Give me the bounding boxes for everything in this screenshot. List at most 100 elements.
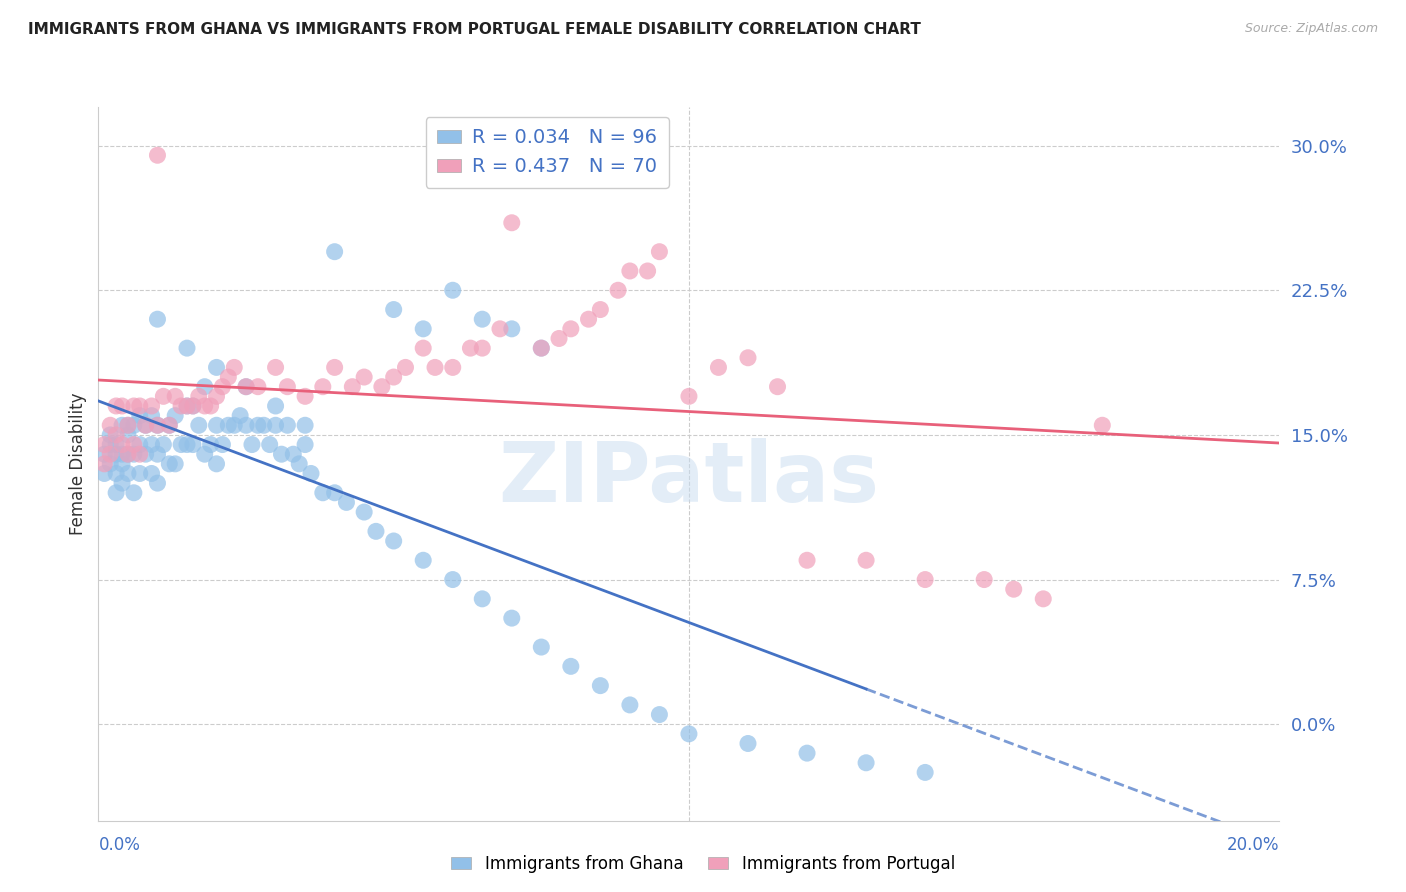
Point [323,485,346,500]
Point [111,399,134,413]
Point [240,437,263,451]
Point [117,467,139,481]
Point [412,553,434,567]
Point [128,409,150,423]
Point [98,418,121,433]
Point [283,447,305,461]
Point [117,447,139,461]
Point [93,447,115,461]
Point [1091,418,1114,433]
Point [353,505,375,519]
Point [1002,582,1025,597]
Point [342,380,364,394]
Point [589,679,612,693]
Point [235,380,257,394]
Point [93,467,115,481]
Point [678,389,700,403]
Point [187,418,209,433]
Point [122,447,145,461]
Point [141,409,163,423]
Point [530,341,553,355]
Point [205,360,228,375]
Point [135,418,157,433]
Point [619,264,641,278]
Text: IMMIGRANTS FROM GHANA VS IMMIGRANTS FROM PORTUGAL FEMALE DISABILITY CORRELATION : IMMIGRANTS FROM GHANA VS IMMIGRANTS FROM… [28,22,921,37]
Legend: R = 0.034   N = 96, R = 0.437   N = 70: R = 0.034 N = 96, R = 0.437 N = 70 [426,117,669,188]
Point [578,312,600,326]
Point [93,437,115,451]
Point [117,447,139,461]
Point [111,447,134,461]
Point [259,437,281,451]
Point [1032,591,1054,606]
Point [105,428,128,442]
Point [128,399,150,413]
Point [194,380,217,394]
Point [855,553,877,567]
Point [122,485,145,500]
Point [211,380,233,394]
Point [170,399,193,413]
Point [394,360,416,375]
Point [412,322,434,336]
Point [323,360,346,375]
Point [122,418,145,433]
Point [128,437,150,451]
Point [165,409,187,423]
Point [152,437,174,451]
Point [737,737,759,751]
Point [224,360,246,375]
Point [122,399,145,413]
Text: Source: ZipAtlas.com: Source: ZipAtlas.com [1244,22,1378,36]
Point [253,418,276,433]
Point [235,418,257,433]
Point [122,437,145,451]
Point [501,322,523,336]
Point [312,380,335,394]
Point [648,244,671,259]
Point [501,611,523,625]
Point [165,457,187,471]
Point [335,495,357,509]
Point [423,360,446,375]
Point [146,418,169,433]
Text: ZIPatlas: ZIPatlas [499,438,879,518]
Point [176,437,198,451]
Point [707,360,730,375]
Point [105,467,128,481]
Point [914,573,936,587]
Point [224,418,246,433]
Point [364,524,387,539]
Point [501,216,523,230]
Point [270,447,292,461]
Y-axis label: Female Disability: Female Disability [69,392,87,535]
Point [205,418,228,433]
Point [157,457,180,471]
Point [294,389,316,403]
Point [737,351,759,365]
Point [205,389,228,403]
Point [264,418,287,433]
Point [489,322,512,336]
Point [98,437,121,451]
Point [288,457,311,471]
Point [648,707,671,722]
Point [382,533,405,548]
Point [176,399,198,413]
Point [560,322,582,336]
Point [117,418,139,433]
Point [187,389,209,403]
Point [246,380,269,394]
Text: 20.0%: 20.0% [1227,836,1279,854]
Point [98,428,121,442]
Point [117,418,139,433]
Point [412,341,434,355]
Point [176,399,198,413]
Point [471,341,494,355]
Point [93,457,115,471]
Point [678,727,700,741]
Point [796,746,818,760]
Point [181,399,204,413]
Point [111,418,134,433]
Legend: Immigrants from Ghana, Immigrants from Portugal: Immigrants from Ghana, Immigrants from P… [444,848,962,880]
